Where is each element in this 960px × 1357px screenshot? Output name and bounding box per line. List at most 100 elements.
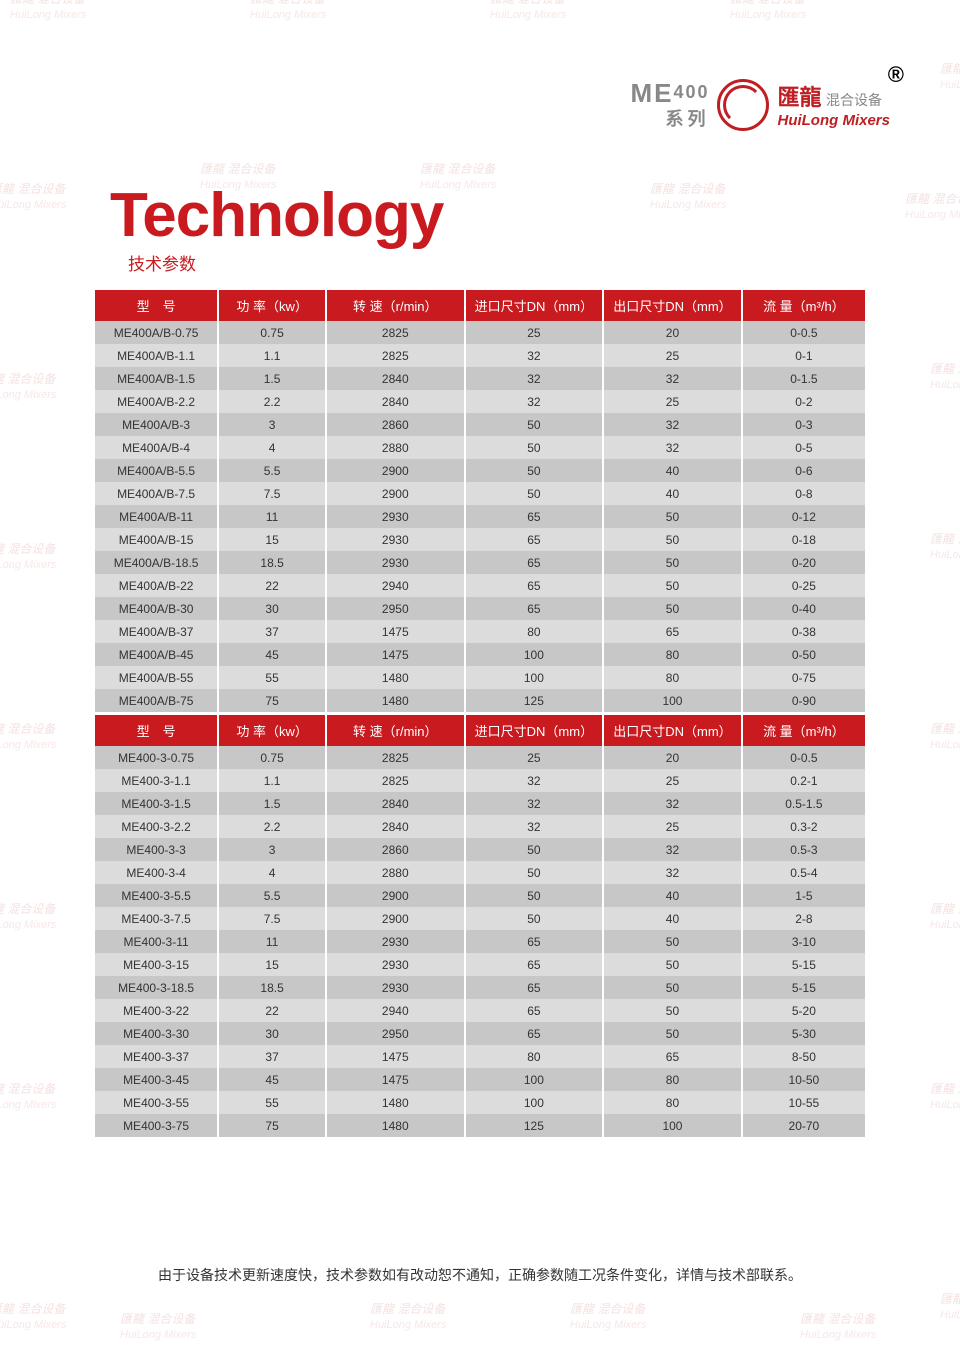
table-cell: 5.5 — [218, 884, 326, 907]
table-cell: 2950 — [326, 597, 465, 620]
table-cell: ME400-3-0.75 — [95, 746, 218, 769]
table-cell: 2930 — [326, 930, 465, 953]
table-row: ME400A/B-1515293065500-18 — [95, 528, 865, 551]
table-cell: 25 — [603, 815, 742, 838]
table-cell: 0.5-3 — [742, 838, 865, 861]
table-row: ME400-3-1515293065505-15 — [95, 953, 865, 976]
table-cell: 1480 — [326, 689, 465, 712]
col-header: 型 号 — [95, 715, 218, 746]
table-cell: 50 — [465, 907, 604, 930]
col-header: 功 率（kw） — [218, 290, 326, 321]
table-cell: ME400A/B-11 — [95, 505, 218, 528]
col-header: 进口尺寸DN（mm） — [465, 715, 604, 746]
table-cell: 100 — [465, 643, 604, 666]
table-row: ME400-3-3030295065505-30 — [95, 1022, 865, 1045]
watermark: 匯龍 混合设备HuiLong Mixers — [930, 530, 960, 561]
table-cell: 0-1.5 — [742, 367, 865, 390]
table-cell: 32 — [603, 413, 742, 436]
watermark: 匯龍 混合设备HuiLong Mixers — [490, 0, 566, 21]
spec-table-container: 型 号功 率（kw）转 速（r/min）进口尺寸DN（mm）出口尺寸DN（mm）… — [95, 290, 865, 1137]
table-cell: 45 — [218, 1068, 326, 1091]
table-cell: 11 — [218, 505, 326, 528]
table-cell: 25 — [603, 344, 742, 367]
table-row: ME400-3-7575148012510020-70 — [95, 1114, 865, 1137]
table-cell: 0.2-1 — [742, 769, 865, 792]
table-cell: 125 — [465, 689, 604, 712]
table-cell: 37 — [218, 1045, 326, 1068]
table-cell: 25 — [603, 390, 742, 413]
table-cell: 0.5-1.5 — [742, 792, 865, 815]
table-row: ME400-3-18.518.5293065505-15 — [95, 976, 865, 999]
watermark: 匯龍 混合设备HuiLong Mixers — [0, 1300, 66, 1331]
table-cell: 0-0.5 — [742, 746, 865, 769]
table-cell: 50 — [465, 482, 604, 505]
table-cell: ME400A/B-3 — [95, 413, 218, 436]
table-cell: ME400A/B-37 — [95, 620, 218, 643]
table-cell: 40 — [603, 482, 742, 505]
table-cell: 1480 — [326, 1091, 465, 1114]
table-cell: 50 — [603, 999, 742, 1022]
col-header: 出口尺寸DN（mm） — [603, 715, 742, 746]
table-row: ME400A/B-55551480100800-75 — [95, 666, 865, 689]
table-cell: 80 — [465, 620, 604, 643]
table-cell: 55 — [218, 666, 326, 689]
table-row: ME400-3-5.55.5290050401-5 — [95, 884, 865, 907]
page-header: ME400 系列 匯龍 混合设备 HuiLong Mixers — [630, 78, 890, 131]
table-row: ME400-3-33286050320.5-3 — [95, 838, 865, 861]
table-row: ME400A/B-757514801251000-90 — [95, 689, 865, 712]
table-cell: 50 — [603, 1022, 742, 1045]
table-row: ME400A/B-1111293065500-12 — [95, 505, 865, 528]
table-cell: 50 — [603, 976, 742, 999]
table-cell: 20-70 — [742, 1114, 865, 1137]
watermark: 匯龍 混合设备HuiLong Mixers — [905, 190, 960, 221]
table-cell: 10-55 — [742, 1091, 865, 1114]
table-row: ME400A/B-0.750.75282525200-0.5 — [95, 321, 865, 344]
table-cell: 0-8 — [742, 482, 865, 505]
table-cell: 2840 — [326, 815, 465, 838]
table-cell: 0.75 — [218, 321, 326, 344]
table-cell: 65 — [465, 528, 604, 551]
col-header: 转 速（r/min） — [326, 290, 465, 321]
series-code-num: 400 — [673, 82, 709, 102]
table-cell: 30 — [218, 1022, 326, 1045]
table-cell: 5.5 — [218, 459, 326, 482]
table-cell: ME400-3-18.5 — [95, 976, 218, 999]
table-cell: 0-90 — [742, 689, 865, 712]
table-cell: 50 — [603, 505, 742, 528]
table-cell: 50 — [465, 413, 604, 436]
col-header: 功 率（kw） — [218, 715, 326, 746]
table-row: ME400A/B-18.518.5293065500-20 — [95, 551, 865, 574]
table-cell: 1475 — [326, 643, 465, 666]
table-cell: 65 — [465, 999, 604, 1022]
table-cell: 5-15 — [742, 953, 865, 976]
spec-table: 型 号功 率（kw）转 速（r/min）进口尺寸DN（mm）出口尺寸DN（mm）… — [95, 290, 865, 1137]
table-cell: 100 — [465, 1091, 604, 1114]
table-cell: 40 — [603, 907, 742, 930]
table-cell: 65 — [603, 620, 742, 643]
watermark: 匯龍 混合设备HuiLong Mixers — [570, 1300, 646, 1331]
table-cell: 22 — [218, 999, 326, 1022]
table-row: ME400A/B-2.22.2284032250-2 — [95, 390, 865, 413]
table-cell: 2825 — [326, 746, 465, 769]
table-cell: 15 — [218, 953, 326, 976]
watermark: 匯龍 混合设备HuiLong Mixers — [930, 720, 960, 751]
table-cell: ME400A/B-7.5 — [95, 482, 218, 505]
table-cell: 0-40 — [742, 597, 865, 620]
table-cell: 75 — [218, 689, 326, 712]
table-cell: ME400-3-37 — [95, 1045, 218, 1068]
table-cell: 65 — [465, 976, 604, 999]
table-cell: 50 — [603, 597, 742, 620]
table-row: ME400-3-7.57.5290050402-8 — [95, 907, 865, 930]
table-cell: 1480 — [326, 666, 465, 689]
table-cell: 15 — [218, 528, 326, 551]
col-header: 出口尺寸DN（mm） — [603, 290, 742, 321]
table-cell: ME400-3-11 — [95, 930, 218, 953]
col-header: 流 量（m³/h） — [742, 290, 865, 321]
table-cell: 0-20 — [742, 551, 865, 574]
table-cell: 32 — [465, 390, 604, 413]
table-cell: 5-20 — [742, 999, 865, 1022]
col-header: 流 量（m³/h） — [742, 715, 865, 746]
table-cell: 2860 — [326, 413, 465, 436]
watermark: 匯龍 混合设备HuiLong Mixers — [0, 540, 56, 571]
table-row: ME400A/B-2222294065500-25 — [95, 574, 865, 597]
